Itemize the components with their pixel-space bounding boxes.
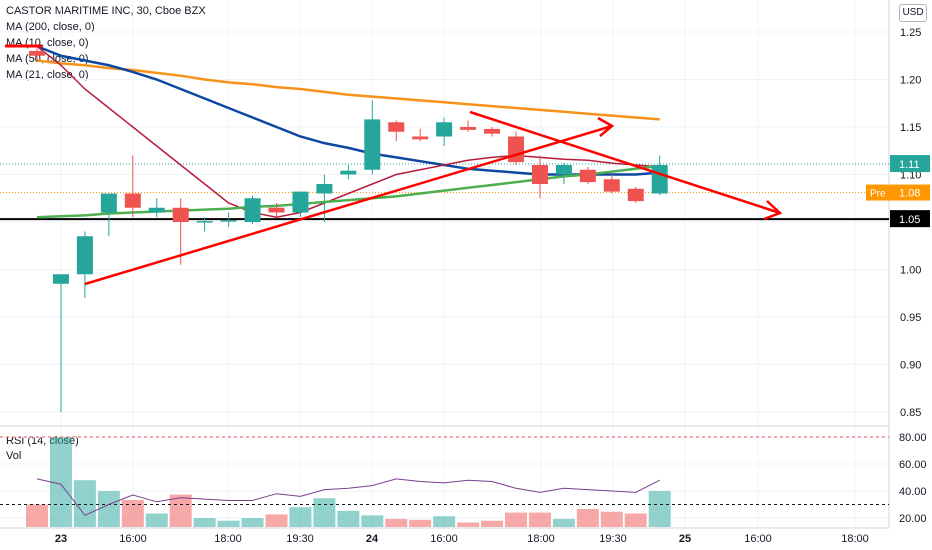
study-ma200[interactable]: MA (200, close, 0) bbox=[6, 21, 95, 33]
candle-body bbox=[316, 184, 333, 194]
volume-bar bbox=[505, 512, 527, 527]
premarket-tag-box bbox=[866, 184, 890, 201]
volume-bar bbox=[241, 518, 264, 527]
time-tick-label: 18:00 bbox=[841, 533, 869, 545]
candle-body bbox=[484, 128, 501, 134]
candle-body bbox=[603, 179, 620, 192]
last-price-box bbox=[890, 155, 930, 173]
candle-body bbox=[148, 207, 165, 213]
volume-bar bbox=[481, 520, 504, 527]
volume-bar bbox=[217, 520, 240, 527]
ma10-line bbox=[36, 45, 660, 219]
candle-body bbox=[244, 198, 261, 222]
candle-body bbox=[460, 127, 477, 130]
premarket-tag-label: Pre bbox=[870, 189, 886, 200]
time-tick-label: 19:30 bbox=[286, 533, 314, 545]
candle-body bbox=[531, 165, 548, 184]
volume-bar bbox=[624, 513, 647, 527]
candle-body bbox=[124, 193, 141, 208]
candle-body bbox=[76, 236, 93, 275]
time-tick-label: 23 bbox=[55, 533, 67, 545]
candle-body bbox=[579, 169, 596, 183]
volume-bar bbox=[528, 512, 551, 527]
candle-body bbox=[100, 193, 117, 213]
ma21-line bbox=[36, 164, 660, 219]
support-price-box bbox=[890, 210, 930, 228]
candle-body bbox=[555, 165, 572, 175]
candle-body bbox=[412, 136, 429, 140]
volume-bar bbox=[600, 511, 623, 527]
price-tick-label: 0.85 bbox=[900, 407, 921, 419]
volume-bar bbox=[193, 518, 216, 527]
trendline-down bbox=[469, 110, 781, 215]
price-tick-label: 1.00 bbox=[900, 265, 921, 277]
symbol-title[interactable]: CASTOR MARITIME INC, 30, Cboe BZX bbox=[6, 5, 206, 17]
volume-bar bbox=[26, 504, 48, 527]
volume-bar bbox=[457, 522, 480, 527]
volume-bar bbox=[73, 480, 96, 527]
volume-bar bbox=[552, 518, 575, 527]
volume-bar bbox=[648, 491, 671, 527]
premarket-price-box bbox=[890, 184, 930, 201]
rsi-tick-label: 60.00 bbox=[899, 459, 927, 471]
volume-bar bbox=[265, 514, 288, 527]
premarket-price-label: 1.08 bbox=[899, 188, 920, 200]
volume-bar bbox=[169, 494, 192, 527]
price-tick-label: 0.95 bbox=[900, 312, 921, 324]
volume-bar bbox=[337, 510, 360, 527]
rsi-tick-label: 80.00 bbox=[899, 432, 927, 444]
ma200-line bbox=[36, 59, 660, 121]
candle-body bbox=[651, 165, 668, 194]
rsi-tick-label: 40.00 bbox=[899, 486, 927, 498]
time-tick-label: 18:00 bbox=[214, 533, 242, 545]
time-tick-label: 18:00 bbox=[527, 533, 555, 545]
support-price-label: 1.05 bbox=[899, 214, 920, 226]
volume-bar bbox=[49, 437, 72, 527]
trendline-down-arrowhead bbox=[763, 200, 783, 221]
time-tick-label: 16:00 bbox=[744, 533, 772, 545]
time-tick-label: 24 bbox=[366, 533, 379, 545]
candle-body bbox=[388, 122, 405, 132]
candle-body bbox=[627, 188, 644, 202]
volume-bar bbox=[145, 513, 168, 527]
last-price-label: 1.11 bbox=[899, 159, 920, 171]
volume-bar bbox=[97, 491, 120, 527]
candle-body bbox=[508, 136, 524, 163]
time-tick-label: 16:00 bbox=[119, 533, 147, 545]
price-tick-label: 0.90 bbox=[900, 360, 921, 372]
candle-body bbox=[172, 207, 189, 222]
volume-bar bbox=[121, 500, 144, 527]
volume-bar bbox=[433, 516, 456, 527]
price-tick-label: 1.20 bbox=[900, 75, 921, 87]
ma50-line bbox=[36, 45, 660, 176]
volume-bar bbox=[361, 515, 384, 527]
candle-body bbox=[292, 191, 309, 213]
volume-bar bbox=[313, 498, 336, 527]
volume-bar bbox=[385, 518, 408, 527]
candle-body bbox=[29, 51, 45, 56]
trendline-up-arrowhead bbox=[597, 116, 615, 137]
trendline-up bbox=[84, 124, 613, 286]
candle-body bbox=[52, 274, 69, 284]
candle-body bbox=[340, 170, 357, 175]
candle-body bbox=[220, 220, 237, 222]
time-tick-label: 25 bbox=[679, 533, 691, 545]
candle-body bbox=[268, 207, 285, 213]
price-tick-label: 1.15 bbox=[900, 122, 921, 134]
volume-bar bbox=[576, 509, 599, 527]
candle-body bbox=[364, 119, 381, 170]
rsi-tick-label: 20.00 bbox=[899, 513, 927, 525]
price-tick-label: 1.25 bbox=[900, 27, 921, 39]
time-tick-label: 16:00 bbox=[430, 533, 458, 545]
candle-body bbox=[196, 221, 213, 223]
price-tick-label: 1.10 bbox=[900, 170, 921, 182]
candle-body bbox=[436, 122, 453, 137]
rsi-line bbox=[36, 478, 660, 516]
volume-bar bbox=[409, 519, 432, 527]
time-tick-label: 19:30 bbox=[599, 533, 627, 545]
study-volume[interactable]: Vol bbox=[6, 450, 22, 462]
currency-button[interactable]: USD bbox=[899, 4, 927, 22]
volume-bar bbox=[289, 507, 312, 527]
